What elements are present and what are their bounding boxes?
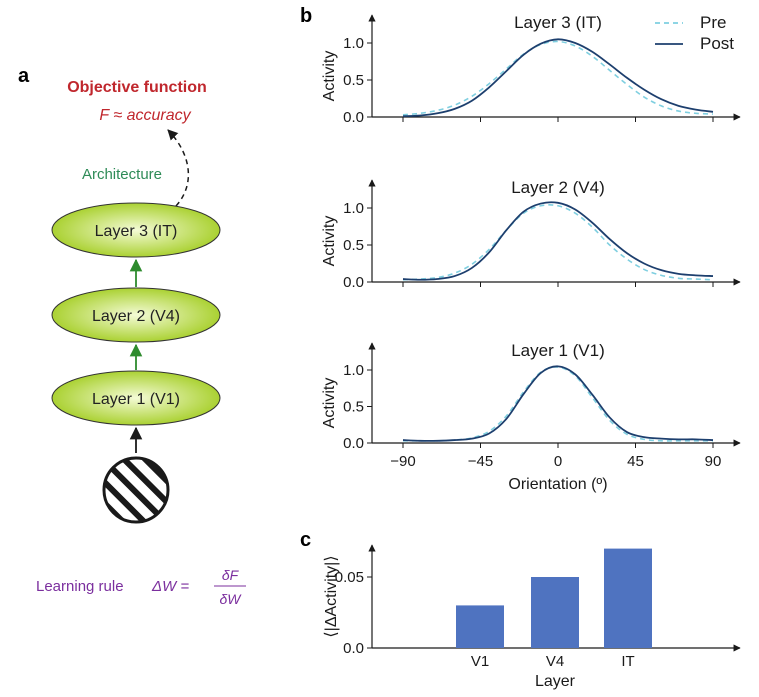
panel-a-letter: a xyxy=(18,65,30,87)
x-axis-label: Orientation (º) xyxy=(508,476,607,493)
learning-rule-numerator: δF xyxy=(222,567,240,583)
legend-label: Pre xyxy=(700,13,726,32)
y-tick-label: 0.5 xyxy=(343,399,364,416)
bar-v1 xyxy=(456,605,504,648)
layer-3-node: Layer 3 (IT) xyxy=(51,202,221,258)
x-tick-label: 90 xyxy=(705,453,722,470)
x-tick-label: −45 xyxy=(468,453,493,470)
layer-3-label: Layer 3 (IT) xyxy=(95,223,178,240)
y-tick-label: 0.5 xyxy=(343,72,364,89)
y-tick-label: 0.0 xyxy=(343,640,364,657)
chart-layer3-it: 0.0 0.5 1.0 Activity Layer 3 (IT) Pre Post xyxy=(321,13,741,126)
y-tick-label: 1.0 xyxy=(343,200,364,217)
y-tick-label: 0.05 xyxy=(335,569,364,586)
y-axis-label: Activity xyxy=(321,216,338,267)
y-axis-label: ⟨|ΔActivity|⟩ xyxy=(323,555,340,637)
chart-title: Layer 1 (V1) xyxy=(511,341,605,360)
layer-1-node: Layer 1 (V1) xyxy=(51,370,221,426)
series-line-post xyxy=(402,38,714,118)
layer-1-label: Layer 1 (V1) xyxy=(92,391,180,408)
x-tick-label: −90 xyxy=(390,453,415,470)
chart-layer1-v1: 0.0 0.5 1.0 −90 −45 0 45 90 Activity Orientation … xyxy=(321,341,741,493)
series-line-pre xyxy=(402,40,714,116)
x-tick-label: V1 xyxy=(471,653,489,670)
chart-delta-activity: 0.0 0.05 V1 V4 IT Layer ⟨|ΔActivity|⟩ xyxy=(323,544,741,690)
x-tick-label: IT xyxy=(621,653,634,670)
objective-arrow-icon xyxy=(167,129,190,207)
x-tick-label: V4 xyxy=(546,653,564,670)
objective-function-title: Objective function xyxy=(67,79,207,96)
objective-formula: F ≈ accuracy xyxy=(99,107,191,124)
panel-b-letter: b xyxy=(300,5,312,27)
legend-label: Post xyxy=(700,34,734,53)
series-line-post xyxy=(402,201,714,281)
panel-c-letter: c xyxy=(300,529,311,551)
bar-v4 xyxy=(531,577,579,648)
learning-rule-lhs: ΔW = xyxy=(151,578,189,595)
panel-a: a Objective function F ≈ accuracy Archit… xyxy=(18,65,246,607)
y-tick-label: 1.0 xyxy=(343,35,364,52)
grating-stimulus-icon xyxy=(102,456,170,524)
x-axis-label: Layer xyxy=(535,673,576,690)
architecture-label: Architecture xyxy=(82,166,162,183)
layer-2-label: Layer 2 (V4) xyxy=(92,308,180,325)
series-line-pre xyxy=(403,366,713,442)
layer-2-node: Layer 2 (V4) xyxy=(51,287,221,343)
y-axis-label: Activity xyxy=(321,378,338,429)
y-axis-label: Activity xyxy=(321,51,338,102)
y-tick-label: 0.5 xyxy=(343,237,364,254)
chart-title: Layer 3 (IT) xyxy=(514,13,602,32)
x-tick-label: 0 xyxy=(554,453,562,470)
y-tick-label: 1.0 xyxy=(343,362,364,379)
bar-it xyxy=(604,548,652,648)
learning-rule-denominator: δW xyxy=(220,591,243,607)
series-line-post xyxy=(402,365,714,442)
series-line-pre xyxy=(402,204,714,281)
y-tick-label: 0.0 xyxy=(343,109,364,126)
y-tick-label: 0.0 xyxy=(343,274,364,291)
chart-title: Layer 2 (V4) xyxy=(511,178,605,197)
learning-rule-label: Learning rule xyxy=(36,578,124,595)
x-tick-label: 45 xyxy=(627,453,644,470)
y-tick-label: 0.0 xyxy=(343,435,364,452)
chart-layer2-v4: 0.0 0.5 1.0 Activity Layer 2 (V4) xyxy=(321,178,741,291)
